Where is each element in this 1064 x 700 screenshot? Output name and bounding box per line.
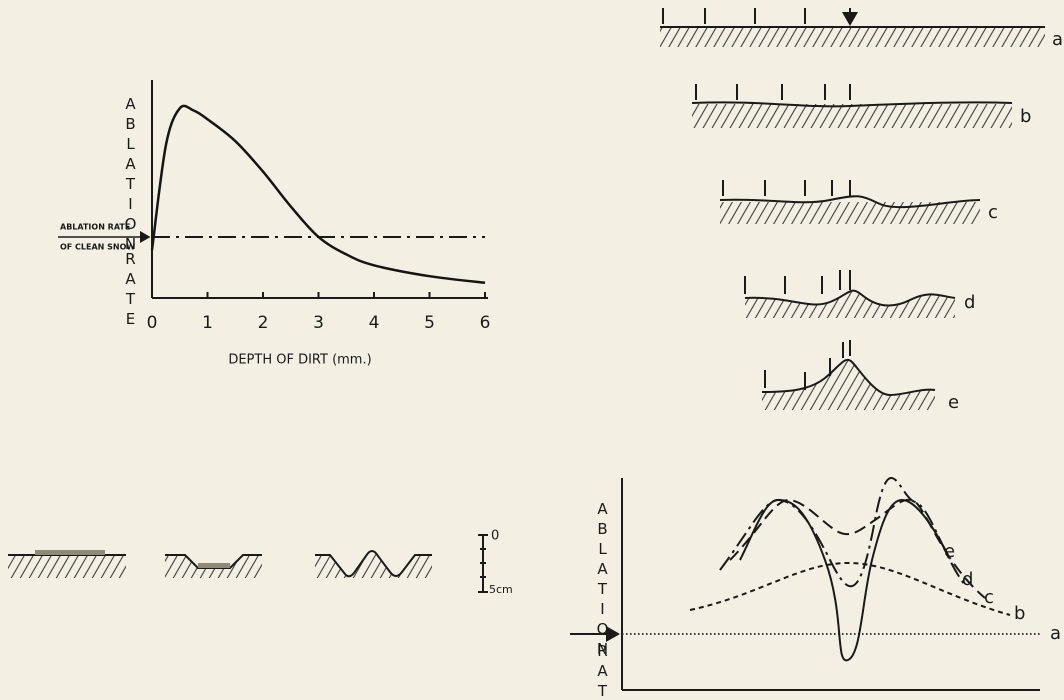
- sections: 0 5cm: [8, 529, 513, 596]
- x-tick-label: 6: [480, 313, 491, 333]
- surface: [744, 289, 956, 307]
- profile-d: d: [744, 270, 975, 318]
- hatch: [745, 290, 955, 318]
- dirt: [198, 563, 230, 568]
- profile-e: e: [761, 340, 959, 413]
- scale-bar: [478, 534, 488, 593]
- y-label: RATE: [122, 250, 140, 330]
- x-tick-label: 5: [424, 313, 435, 333]
- surface: [719, 195, 981, 209]
- curve-label: e: [944, 541, 955, 562]
- hatch: [8, 556, 126, 578]
- curve-label: c: [984, 587, 994, 608]
- profile-label: b: [1020, 106, 1031, 127]
- arrows: [722, 180, 851, 196]
- surface: [315, 550, 432, 578]
- x-tick-label: 3: [313, 313, 324, 333]
- y-label: ABLATION: [594, 500, 612, 660]
- curve-label: b: [1014, 603, 1025, 624]
- surface: [691, 101, 1013, 108]
- x-tick-label: 0: [147, 313, 158, 333]
- curve-label: d: [962, 569, 973, 590]
- hatch: [762, 359, 935, 410]
- reference-label: OF CLEAN SNOW: [60, 242, 135, 251]
- profile-a: a: [660, 8, 1063, 50]
- x-tick-label: 1: [202, 313, 213, 333]
- profile-c: c: [719, 180, 998, 224]
- x-tick-label: 2: [258, 313, 269, 333]
- hatch: [692, 104, 1012, 128]
- x-label: DEPTH OF DIRT (mm.): [228, 353, 371, 368]
- hatch: [720, 202, 980, 224]
- arrows: [744, 270, 851, 294]
- y-label: RATE: [594, 642, 612, 700]
- profile-label: c: [988, 202, 998, 223]
- profile-label: a: [1052, 29, 1063, 50]
- scale-label: 5cm: [489, 583, 513, 596]
- curve-e: [739, 498, 949, 662]
- scale-label: 0: [491, 529, 499, 544]
- arrows: [662, 8, 850, 24]
- x-tick-label: 4: [369, 313, 380, 333]
- profile-label: e: [948, 392, 959, 413]
- data-line: [150, 104, 486, 284]
- curve-b: [689, 561, 1011, 616]
- profile-label: d: [964, 292, 975, 313]
- hatch: [660, 27, 1045, 47]
- surface: [761, 358, 936, 397]
- y-label: ABLATION: [122, 95, 140, 255]
- curve-c: [729, 498, 986, 599]
- arrows: [764, 340, 851, 390]
- profile-b: b: [691, 84, 1031, 128]
- arrows: [695, 84, 851, 100]
- curve-d: [719, 477, 966, 588]
- curve-label: a: [1050, 623, 1061, 644]
- ablation-diagram: ABLATION RATE a b c d e: [570, 477, 1061, 700]
- dirt: [35, 550, 105, 555]
- reference-label: ABLATION RATE: [60, 222, 130, 231]
